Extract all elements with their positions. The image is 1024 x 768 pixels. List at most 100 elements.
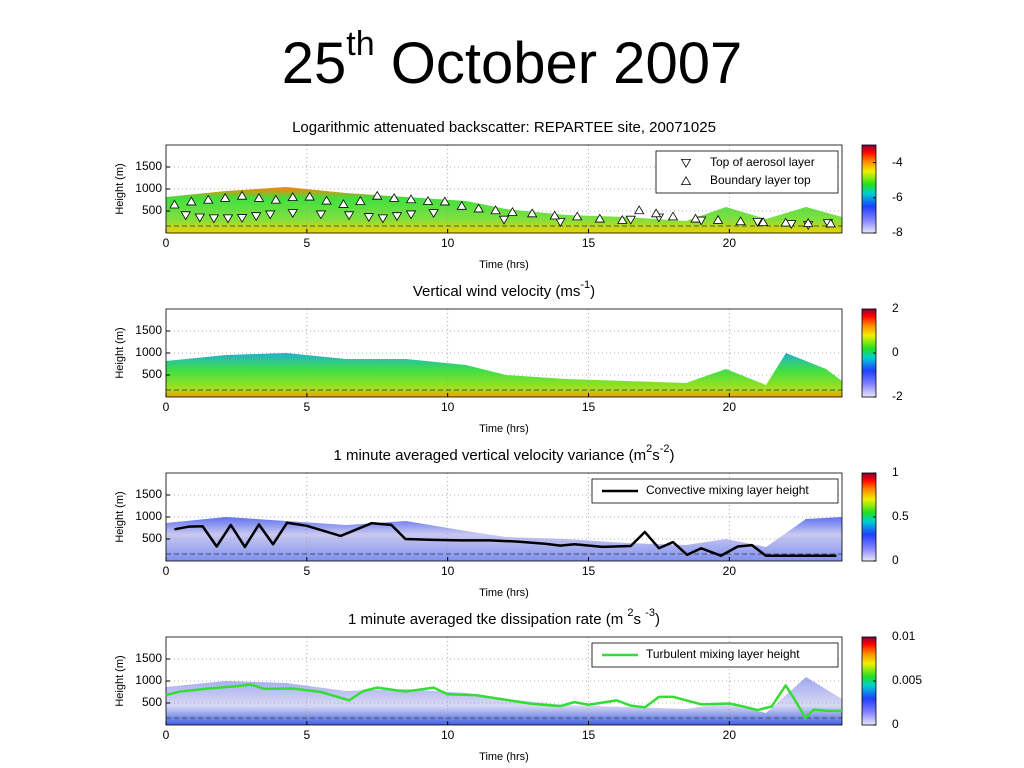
marker (363, 213, 374, 222)
chart-title: Vertical wind velocity (ms-1) (413, 279, 595, 300)
x-tick-label: 15 (582, 564, 596, 578)
variance-field (166, 517, 842, 561)
marker (203, 194, 214, 204)
marker (388, 192, 400, 202)
legend-marker (680, 176, 692, 185)
title-text: s (652, 447, 660, 464)
x-tick-label: 20 (723, 236, 737, 250)
y-tick-label: 500 (142, 203, 162, 217)
marker (287, 192, 298, 201)
marker (405, 194, 417, 204)
x-axis-label: Time (hrs) (479, 423, 529, 435)
marker (752, 218, 763, 227)
title-text: ) (590, 283, 595, 300)
x-tick-label: 10 (441, 400, 455, 414)
x-axis-label: Time (hrs) (479, 259, 529, 271)
marker (372, 190, 383, 200)
colorbar-tick-label: 0 (892, 717, 899, 731)
legend-label: Convective mixing layer height (646, 483, 809, 497)
marker (555, 218, 566, 227)
colorbar-tick-label: 0 (892, 553, 899, 567)
chart-title: Logarithmic attenuated backscatter: REPA… (292, 119, 716, 136)
title-sup: 2 (646, 443, 652, 455)
marker (634, 205, 645, 215)
marker (236, 214, 248, 223)
marker (338, 199, 349, 208)
marker (250, 212, 262, 222)
x-tick-label: 5 (303, 236, 310, 250)
marker (667, 211, 679, 221)
colorbar-tick-label: 1 (892, 465, 899, 479)
marker (304, 191, 315, 201)
marker (222, 214, 234, 224)
colorbar-tick-label: -2 (892, 389, 903, 403)
marker (321, 195, 332, 205)
colorbar-tick-label: 0.01 (892, 629, 916, 643)
marker (208, 214, 220, 224)
marker (377, 214, 389, 224)
marker (287, 209, 298, 219)
y-tick-label: 1000 (135, 673, 162, 687)
marker (315, 210, 327, 220)
marker (169, 199, 180, 209)
marker (780, 217, 791, 227)
x-tick-label: 15 (582, 400, 596, 414)
y-tick-label: 1500 (135, 651, 162, 665)
title-text: ) (670, 447, 675, 464)
x-tick-label: 10 (441, 728, 455, 742)
legend-label: Turbulent mixing layer height (646, 647, 800, 661)
title-sup: -3 (645, 607, 655, 619)
x-tick-label: 15 (582, 728, 596, 742)
title-sup: -1 (580, 279, 590, 291)
marker (236, 190, 248, 200)
x-tick-label: 15 (582, 236, 596, 250)
x-axis-label: Time (hrs) (479, 587, 529, 599)
marker (594, 213, 605, 223)
y-tick-label: 500 (142, 367, 162, 381)
colorbar (861, 144, 877, 234)
dissipation-field (166, 677, 842, 725)
x-tick-label: 20 (723, 400, 737, 414)
marker (650, 208, 662, 218)
y-tick-label: 1000 (135, 181, 162, 195)
backscatter-field (166, 187, 842, 233)
x-tick-label: 10 (441, 236, 455, 250)
chart-title: 1 minute averaged vertical velocity vari… (333, 443, 674, 464)
marker (617, 214, 628, 224)
marker (355, 196, 366, 205)
slide-title: 25th October 2007 (282, 25, 742, 96)
y-axis-label: Height (m) (114, 163, 126, 214)
plot-frame (165, 144, 843, 234)
marker (180, 211, 191, 221)
line (174, 521, 837, 557)
colorbar-tick-label: 0.5 (892, 509, 909, 523)
plot-frame (165, 308, 843, 398)
y-tick-label: 500 (142, 531, 162, 545)
marker (473, 203, 484, 213)
line (165, 683, 842, 720)
marker (735, 216, 746, 226)
marker (456, 200, 467, 210)
title-text: Vertical wind velocity (ms (413, 283, 581, 300)
marker (498, 215, 510, 225)
marker (526, 208, 538, 218)
y-axis-label: Height (m) (114, 655, 126, 706)
marker (194, 213, 205, 223)
x-tick-label: 20 (723, 728, 737, 742)
y-tick-label: 1500 (135, 159, 162, 173)
marker (549, 210, 560, 220)
colorbar-tick-label: 0 (892, 345, 899, 359)
marker (625, 215, 636, 225)
title-text: 1 minute averaged tke dissipation rate (… (348, 611, 627, 628)
colorbar-tick-label: -8 (892, 225, 903, 239)
legend-marker (680, 159, 692, 168)
y-axis-label: Height (m) (114, 327, 126, 378)
title-sup: th (346, 25, 374, 63)
marker (757, 217, 769, 226)
marker (439, 196, 451, 206)
legend-label: Boundary layer top (710, 173, 811, 187)
x-tick-label: 10 (441, 564, 455, 578)
marker (803, 218, 814, 227)
legend-box (655, 150, 839, 194)
